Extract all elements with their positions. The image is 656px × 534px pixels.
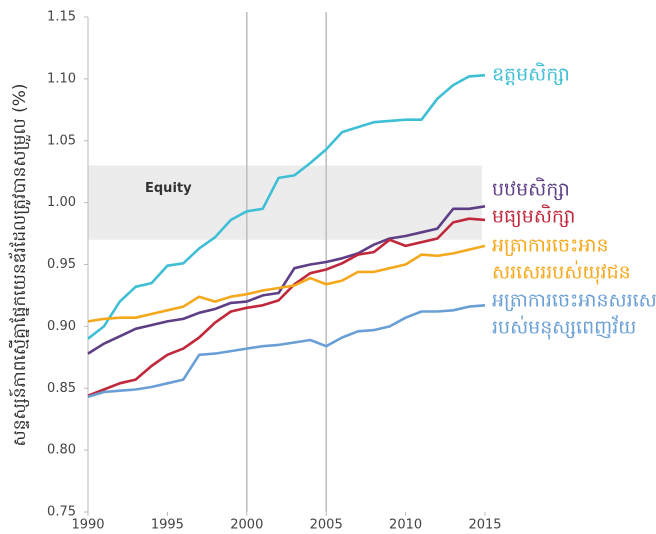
y-tick-label: 0.90 — [47, 319, 76, 334]
series-label: អត្រាការចេះអានសរសេរ — [492, 290, 656, 312]
x-tick-label: 2010 — [389, 518, 422, 533]
series-label: អត្រាការចេះអាន — [492, 235, 609, 257]
series-label: របស់មនុស្សពេញវ័យ — [492, 315, 636, 341]
x-tick-label: 2005 — [310, 518, 343, 533]
y-tick-label: 1.15 — [47, 10, 76, 25]
equity-label: Equity — [145, 181, 192, 196]
series-label: មធ្យមសិក្សា — [492, 204, 575, 228]
series-line — [87, 244, 486, 323]
y-tick-label: 1.10 — [47, 71, 76, 86]
y-tick-label: 1.05 — [47, 133, 76, 148]
series-line — [87, 205, 486, 355]
x-tick-label: 2000 — [230, 518, 263, 533]
series-line — [87, 304, 486, 399]
y-tick-label: 0.85 — [47, 381, 76, 396]
y-axis-label: សន្ទស្សន៍ភាពស្មើគ្នាផ្នែកយេនឌ័រដែលត្រូវប… — [8, 84, 31, 447]
y-tick-label: 0.75 — [47, 505, 76, 520]
x-tick-label: 2015 — [468, 518, 501, 533]
series-line — [87, 217, 486, 397]
y-tick-label: 0.80 — [47, 443, 76, 458]
x-tick-label: 1990 — [71, 518, 104, 533]
y-tick-label: 1.00 — [47, 195, 76, 210]
series-label: បឋមសិក្សា — [492, 177, 570, 201]
series-label: ឧត្តមសិក្សា — [492, 62, 570, 86]
series-label: សរសេររបស់យុវជន — [492, 260, 631, 286]
series-line — [87, 73, 486, 340]
y-tick-label: 0.95 — [47, 257, 76, 272]
x-tick-label: 1995 — [151, 518, 184, 533]
